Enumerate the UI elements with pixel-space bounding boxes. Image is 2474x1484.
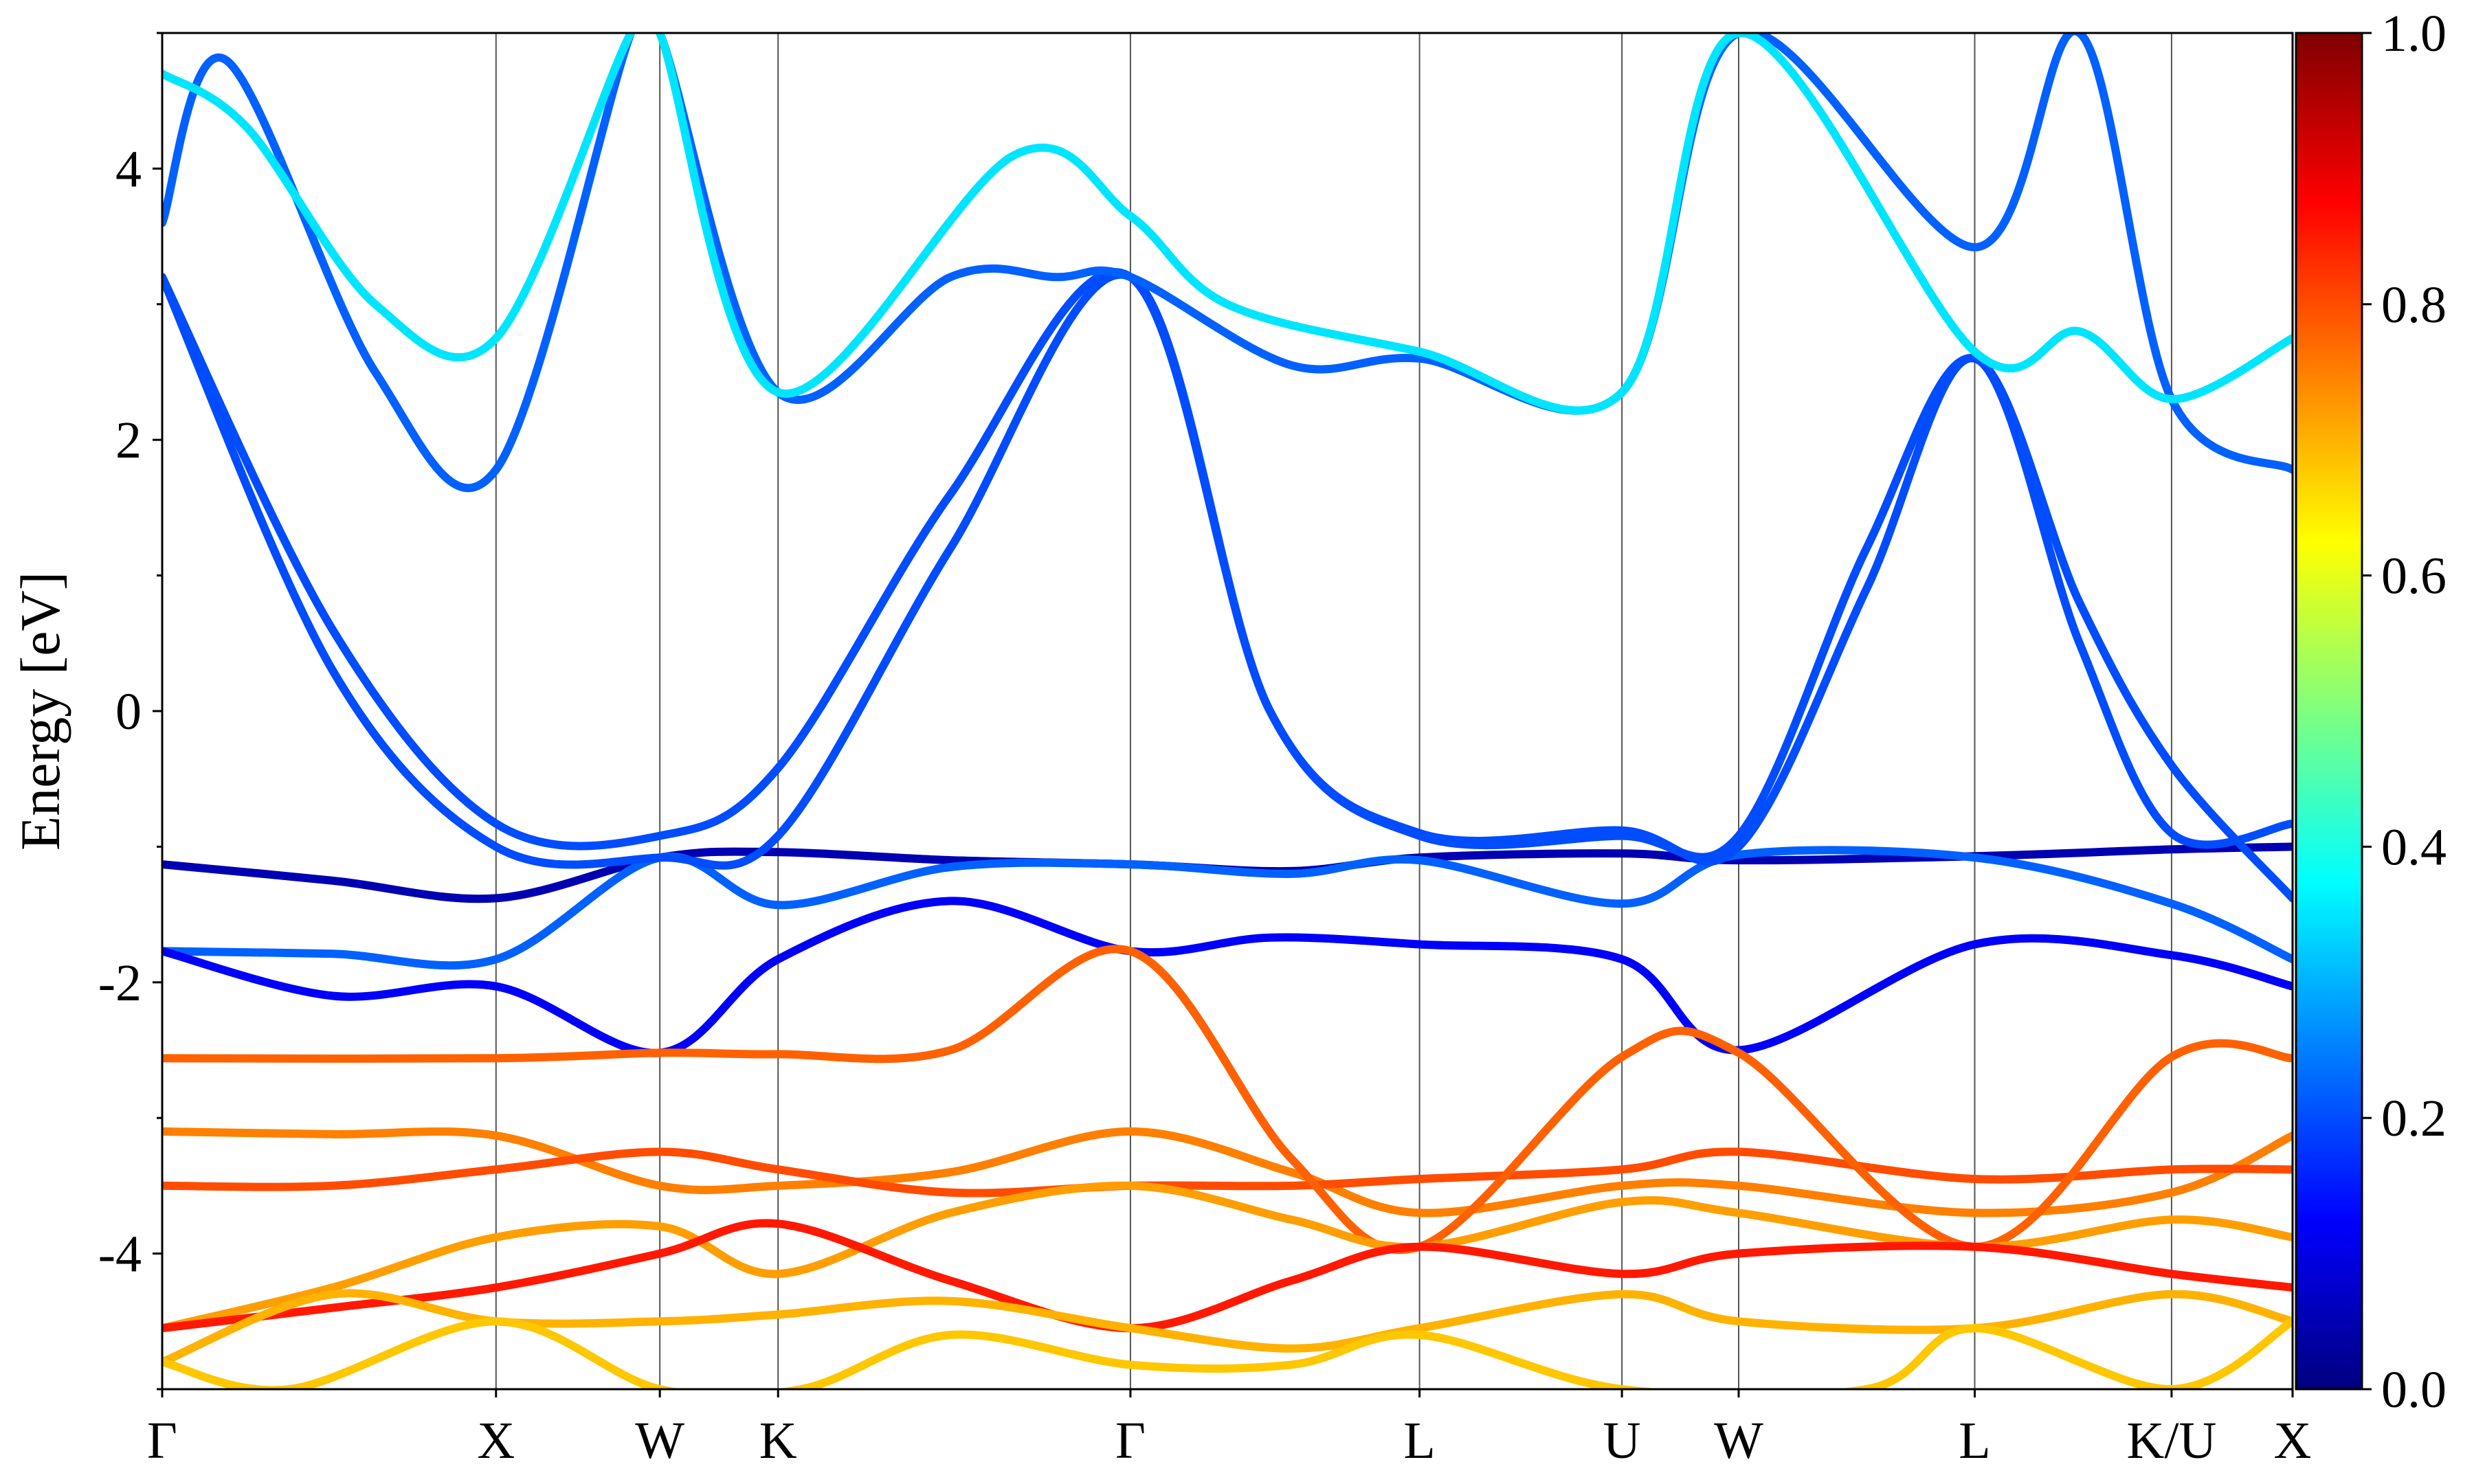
x-tick-label: L [1959, 1412, 1990, 1470]
y-tick-label: 0 [115, 683, 142, 741]
colorbar-tick-label: 0.0 [2381, 1361, 2447, 1419]
band-line [162, 1317, 2293, 1389]
x-tick-label: Γ [147, 1412, 177, 1470]
y-axis: -4 -2 0 2 4 [98, 32, 162, 1391]
x-axis: Γ X W K Γ L U W L K/U X [147, 1389, 2311, 1470]
band-line [162, 33, 2293, 415]
y-tick-label: -2 [98, 954, 142, 1012]
x-tick-label: W [635, 1412, 684, 1470]
y-tick-label: 4 [115, 140, 142, 198]
band-line [162, 897, 2293, 1057]
band-lines [162, 33, 2293, 1389]
band-line [162, 1219, 2293, 1333]
colorbar-tick-label: 1.0 [2381, 5, 2447, 63]
x-tick-label: K/U [2126, 1412, 2216, 1470]
band-line [162, 1127, 2293, 1217]
band-line [162, 846, 2293, 970]
x-tick-label: L [1403, 1412, 1435, 1470]
colorbar-tick-label: 0.4 [2381, 818, 2447, 876]
colorbar-tick-label: 0.2 [2381, 1090, 2447, 1147]
x-tick-label: X [2274, 1412, 2312, 1470]
colorbar-tick-label: 0.6 [2381, 548, 2447, 605]
x-tick-label: Γ [1115, 1412, 1146, 1470]
band-line [162, 33, 2293, 493]
x-tick-label: W [1714, 1412, 1763, 1470]
y-tick-label: -4 [98, 1226, 142, 1283]
y-axis-title: Energy [eV] [9, 572, 71, 851]
band-line [162, 268, 2293, 903]
band-line [162, 1147, 2293, 1198]
colorbar-gradient [2295, 32, 2363, 1391]
x-tick-label: U [1603, 1412, 1641, 1470]
y-tick-label: 2 [115, 412, 142, 469]
x-tick-label: K [759, 1412, 797, 1470]
colorbar-ticks: 0.0 0.2 0.4 0.6 0.8 1.0 [2362, 5, 2447, 1419]
x-tick-label: X [477, 1412, 515, 1470]
colorbar-tick-label: 0.8 [2381, 276, 2447, 334]
colorbar: 0.0 0.2 0.4 0.6 0.8 1.0 [2295, 5, 2447, 1419]
